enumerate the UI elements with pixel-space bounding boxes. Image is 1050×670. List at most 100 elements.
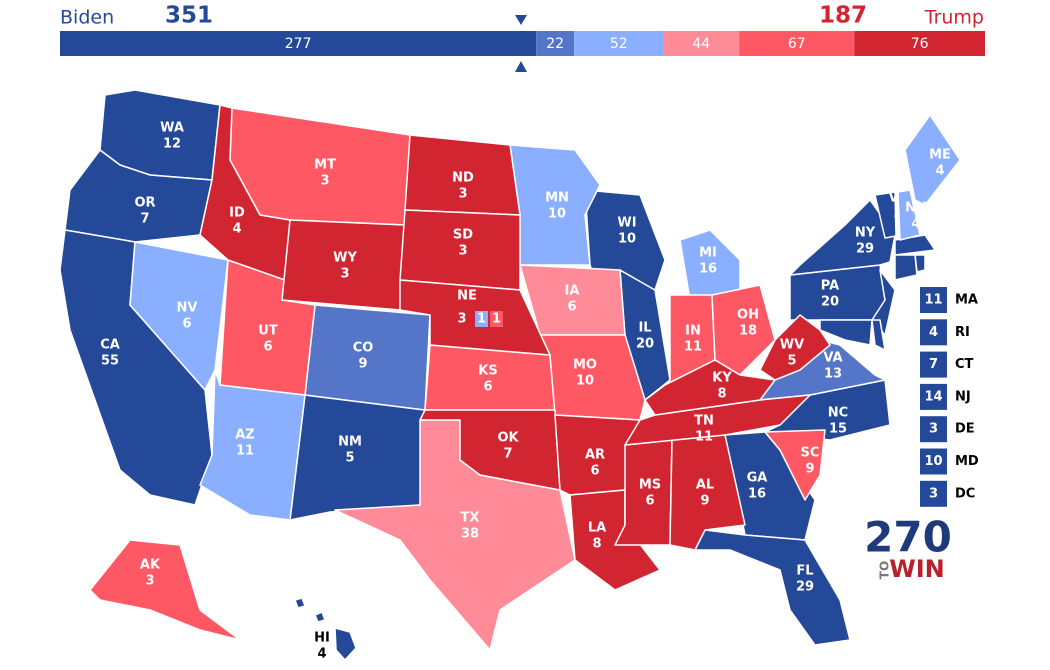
state-abbr: CA [100,338,120,353]
state-votes: 7 [503,447,512,462]
district-box [490,311,503,327]
district-votes: 1 [477,312,486,327]
side-votes: 4 [929,325,938,340]
side-votes: 3 [929,422,938,437]
state-shape [819,319,873,346]
bar-label: 44 [692,36,710,52]
threshold-marker [515,15,527,25]
state-votes: 18 [739,324,757,339]
side-abbr: RI [955,325,970,340]
state-votes: 12 [163,137,181,152]
state-votes: 8 [592,537,601,552]
state-votes: 29 [856,242,874,257]
state-abbr: MS [639,478,661,493]
state-shape [644,359,776,416]
threshold-marker [515,61,527,72]
state-shape [871,319,886,351]
state-shape [294,597,306,609]
state-shape [897,189,921,241]
bar-label: 67 [788,36,806,52]
state-abbr: KS [478,364,497,379]
state-abbr: AL [696,478,714,493]
state-votes: 6 [645,494,654,509]
state-votes: 6 [483,380,492,395]
state-shape [679,229,741,301]
state-abbr: AZ [235,428,255,443]
bar-label: 277 [285,36,312,52]
state-abbr: CO [353,341,374,356]
side-abbr: MD [955,454,979,469]
state-abbr: VA [823,351,842,366]
side-box [920,416,947,443]
state-votes: 6 [567,300,576,315]
side-box [920,448,947,475]
state-votes: 3 [145,574,154,589]
state-abbr: HI [314,631,330,646]
side-votes: 10 [924,454,942,469]
state-abbr: SC [801,446,820,461]
small-state-list: 11 MA 4 RI 7 CT 14 NJ 3 DE 10 MD 3 DC [920,287,979,507]
state-abbr: NM [338,435,362,450]
state-abbr: UT [258,324,278,339]
state-abbr: NC [828,406,848,421]
state-shape [759,314,831,381]
state-abbr: OR [134,196,155,211]
side-votes: 14 [924,389,942,404]
state-abbr: NE [457,289,477,304]
state-votes: 3 [457,312,466,327]
state-shape [694,529,851,646]
state-shape [129,241,229,391]
bar-segment [60,31,537,56]
state-abbr: AR [585,448,605,463]
side-votes: 3 [929,486,938,501]
side-box [920,319,947,346]
state-abbr: MN [545,191,569,206]
state-votes: 16 [748,487,766,502]
state-shape [584,189,666,291]
bar-segment [574,31,664,56]
map-states: WA12OR7CA55NM5IL20WI10PA20NY29VT3NC15GA1… [59,89,961,662]
district-box [475,311,488,327]
state-votes: 10 [618,232,636,247]
state-abbr: NV [177,301,198,316]
state-abbr: GA [747,471,768,486]
left-total: 351 [165,3,213,29]
state-abbr: TN [694,414,714,429]
state-votes: 4 [317,647,326,662]
state-votes: 9 [805,462,814,477]
state-abbr: ME [929,148,951,163]
logo-to: TO [878,561,892,579]
side-votes: 7 [929,357,938,372]
state-votes: 38 [461,527,479,542]
state-abbr: KY [712,371,732,386]
state-abbr: SD [453,228,473,243]
state-abbr: NH [905,201,927,216]
side-abbr: DC [955,486,975,501]
state-abbr: OK [497,431,519,446]
state-votes: 15 [829,422,847,437]
state-abbr: ND [452,171,474,186]
state-abbr: AK [140,558,161,573]
state-votes: 7 [140,212,149,227]
bar-segment [854,31,985,56]
state-shape [711,284,776,376]
state-votes: 3 [458,187,467,202]
bar-label: 22 [546,36,564,52]
state-abbr: ID [229,206,245,221]
state-votes: 10 [548,207,566,222]
state-abbr: FL [796,564,813,579]
state-votes: 6 [182,317,191,332]
state-shape [874,191,897,239]
state-votes: 13 [824,367,842,382]
state-votes: 3 [458,244,467,259]
state-votes: 55 [101,354,119,369]
state-votes: 11 [695,430,713,445]
state-votes: 29 [796,580,814,595]
state-votes: 3 [340,267,349,282]
state-abbr: NY [855,226,876,241]
state-votes: 16 [699,262,717,277]
state-votes: 5 [787,354,796,369]
side-votes: 11 [924,293,942,308]
